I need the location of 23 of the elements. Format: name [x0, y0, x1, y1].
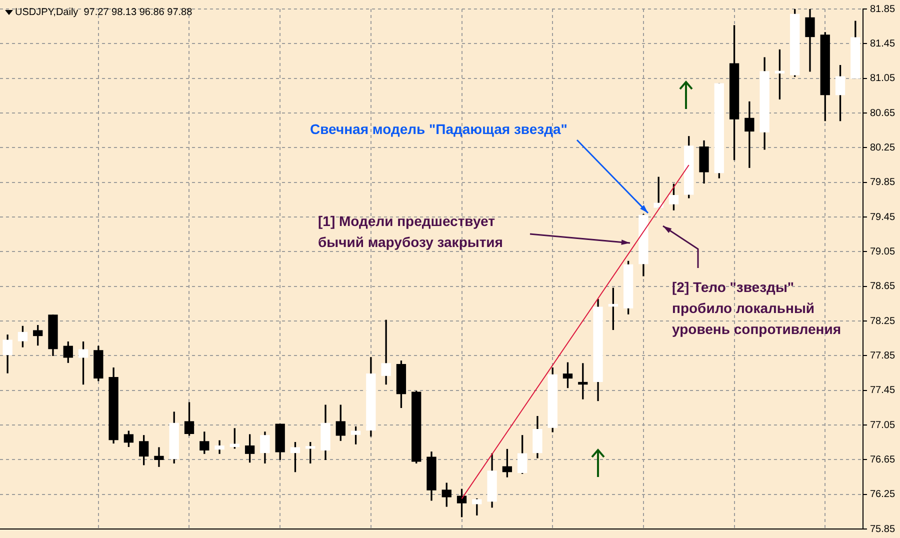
candlestick [154, 447, 164, 467]
y-tick-label: 81.85 [870, 4, 896, 15]
y-tick-label: 80.65 [870, 108, 896, 119]
y-tick-label: 79.85 [870, 177, 896, 188]
candlestick [381, 320, 391, 385]
y-tick-label: 80.25 [870, 142, 896, 154]
candlestick [744, 101, 754, 168]
y-tick-label: 76.65 [870, 454, 896, 466]
y-tick-label: 79.05 [870, 246, 896, 258]
annotation: [2] Тело "звезды" пробило локальный уровень сопротивления [672, 278, 842, 337]
y-tick-label: 81.05 [870, 73, 896, 84]
chart-title: USDJPY,Daily 97.27 98.13 96.86 97.88 [15, 6, 193, 18]
y-tick-label: 75.85 [870, 524, 896, 535]
y-tick-label: 79.45 [870, 212, 896, 223]
y-tick-label: 77.05 [870, 420, 896, 431]
y-tick-label: 77.45 [870, 385, 896, 396]
y-tick-label: 76.25 [870, 489, 896, 500]
y-tick-label: 81.45 [870, 38, 896, 50]
annotation: Свечная модель "Падающая звезда" [310, 120, 568, 137]
annotation: [1] Модели предшествует бычий марубозу закрытия [318, 212, 503, 250]
y-tick-label: 77.85 [870, 350, 896, 362]
y-tick-label: 78.65 [870, 281, 896, 292]
y-tick-label: 78.25 [870, 316, 896, 327]
